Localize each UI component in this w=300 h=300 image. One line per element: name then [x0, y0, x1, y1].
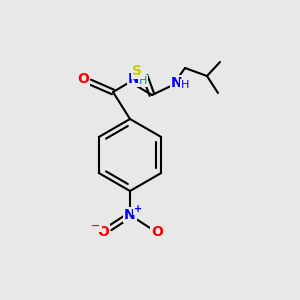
- Text: O: O: [151, 225, 163, 239]
- Text: N: N: [124, 208, 136, 222]
- Text: N: N: [128, 72, 140, 86]
- Text: −: −: [91, 221, 101, 231]
- Text: N: N: [171, 76, 183, 90]
- Text: H: H: [139, 76, 147, 86]
- Text: O: O: [97, 225, 109, 239]
- Text: H: H: [181, 80, 189, 90]
- Text: O: O: [77, 72, 89, 86]
- Text: S: S: [132, 64, 142, 78]
- Text: +: +: [134, 204, 142, 214]
